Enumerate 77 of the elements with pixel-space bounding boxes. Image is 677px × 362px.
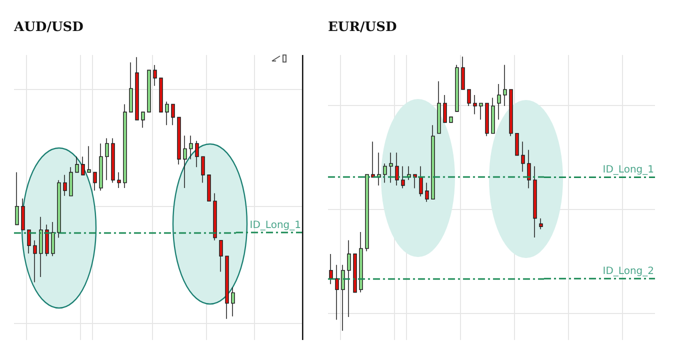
candlestick <box>431 124 435 200</box>
candlestick <box>195 140 199 168</box>
candlestick <box>201 156 205 184</box>
candlestick <box>117 172 121 188</box>
candlestick <box>39 216 43 278</box>
candlestick <box>503 64 507 106</box>
ref-line-label: ID_Long_2 <box>602 266 654 278</box>
candlestick <box>353 254 357 293</box>
candlestick <box>479 102 483 120</box>
candlestick <box>437 80 441 134</box>
candlestick <box>75 156 79 173</box>
candlestick <box>401 166 405 189</box>
candlestick <box>159 78 163 112</box>
candlestick <box>467 89 471 106</box>
ref-line-label: ID_Long_1 <box>602 164 654 176</box>
candlestick <box>51 222 55 256</box>
candlestick <box>347 240 351 318</box>
candlestick <box>15 172 19 226</box>
candlestick <box>419 166 423 197</box>
candlestick <box>425 182 429 202</box>
candlestick <box>443 94 447 123</box>
candlestick <box>389 152 393 184</box>
candlestick <box>183 135 187 188</box>
candlestick <box>365 174 369 252</box>
candlestick <box>57 180 61 238</box>
candlestick <box>207 174 211 202</box>
candlestick <box>371 141 375 178</box>
candlestick <box>515 132 519 156</box>
candlestick <box>341 264 345 332</box>
candlestick <box>33 240 37 283</box>
candlestick <box>105 138 109 181</box>
chart-title: EUR/USD <box>328 20 397 35</box>
candlestick <box>377 152 381 186</box>
candlestick <box>189 135 193 160</box>
candlestick <box>461 56 465 90</box>
candlestick <box>87 146 91 173</box>
candlestick <box>93 172 97 192</box>
candlestick <box>329 254 333 285</box>
candlestick <box>141 112 145 128</box>
candlestick <box>21 198 25 230</box>
candlestick <box>219 240 223 272</box>
candlestick <box>533 166 537 238</box>
candlestick <box>491 97 495 134</box>
candlestick <box>45 224 49 256</box>
candlestick <box>69 166 73 196</box>
candlestick <box>521 141 525 172</box>
candlestick <box>539 218 543 230</box>
chart-title: AUD/USD <box>14 20 84 35</box>
candlestick <box>129 62 133 112</box>
candlestick <box>111 138 115 184</box>
candlestick <box>527 149 531 189</box>
candlestick <box>27 230 31 254</box>
candlestick <box>171 104 175 126</box>
candlestick <box>509 89 513 137</box>
candlestick <box>213 192 217 241</box>
candlestick <box>153 64 157 86</box>
candlestick <box>359 232 363 293</box>
candlestick <box>135 56 139 120</box>
candlestick <box>225 256 229 320</box>
candlestick <box>473 94 477 115</box>
candlestick <box>123 104 127 188</box>
candlestick <box>177 116 181 165</box>
candlestick <box>449 116 453 123</box>
candlestick <box>81 156 85 176</box>
candlestick <box>395 152 399 186</box>
candlestick <box>147 70 151 112</box>
candlestick <box>63 174 67 196</box>
candlestick <box>335 264 339 320</box>
candlestick <box>99 143 103 192</box>
ref-line-label: ID_Long_1 <box>250 220 301 232</box>
candlestick <box>485 102 489 137</box>
candlestick <box>383 163 387 184</box>
candlestick <box>413 174 417 189</box>
candlestick <box>455 64 459 112</box>
candlestick <box>231 287 235 317</box>
candlestick <box>165 101 169 126</box>
candlestick <box>497 84 501 120</box>
